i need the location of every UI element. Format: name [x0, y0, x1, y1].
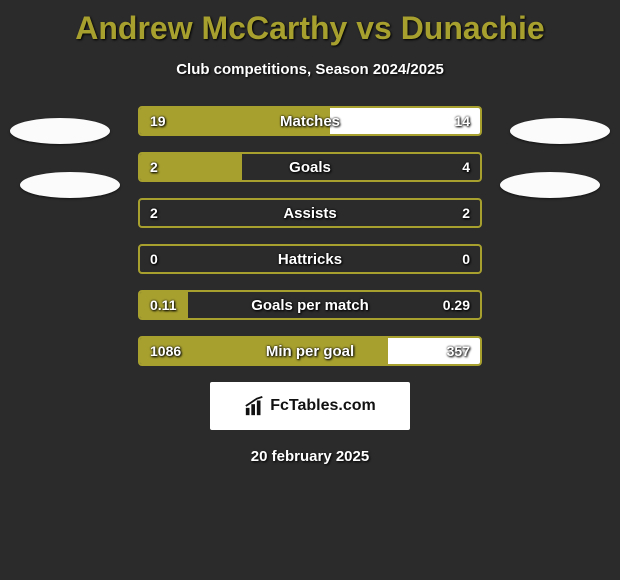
- stat-value-right: 357: [447, 338, 470, 364]
- page-title: Andrew McCarthy vs Dunachie: [0, 0, 620, 47]
- stat-value-right: 0: [462, 246, 470, 272]
- player-left-avatar: [10, 118, 110, 144]
- player-right-avatar: [510, 118, 610, 144]
- stat-label: Hattricks: [140, 246, 480, 272]
- subtitle: Club competitions, Season 2024/2025: [0, 61, 620, 78]
- player-left-avatar-shadow: [20, 172, 120, 198]
- chart-icon: [244, 395, 266, 417]
- stat-value-right: 14: [454, 108, 470, 134]
- stat-row: 0.11Goals per match0.29: [138, 290, 482, 320]
- brand-logo: FcTables.com: [210, 382, 410, 430]
- stat-row: 0Hattricks0: [138, 244, 482, 274]
- stat-label: Assists: [140, 200, 480, 226]
- stat-label: Matches: [140, 108, 480, 134]
- stat-value-right: 0.29: [443, 292, 470, 318]
- stat-row: 2Assists2: [138, 198, 482, 228]
- comparison-block: 19Matches142Goals42Assists20Hattricks00.…: [0, 106, 620, 465]
- stat-value-right: 4: [462, 154, 470, 180]
- brand-text: FcTables.com: [270, 397, 376, 415]
- stat-row: 1086Min per goal357: [138, 336, 482, 366]
- footer-date: 20 february 2025: [0, 448, 620, 465]
- stat-label: Min per goal: [140, 338, 480, 364]
- stat-row: 2Goals4: [138, 152, 482, 182]
- stat-value-right: 2: [462, 200, 470, 226]
- stat-label: Goals: [140, 154, 480, 180]
- stat-bars: 19Matches142Goals42Assists20Hattricks00.…: [138, 106, 482, 366]
- stat-row: 19Matches14: [138, 106, 482, 136]
- player-right-avatar-shadow: [500, 172, 600, 198]
- stat-label: Goals per match: [140, 292, 480, 318]
